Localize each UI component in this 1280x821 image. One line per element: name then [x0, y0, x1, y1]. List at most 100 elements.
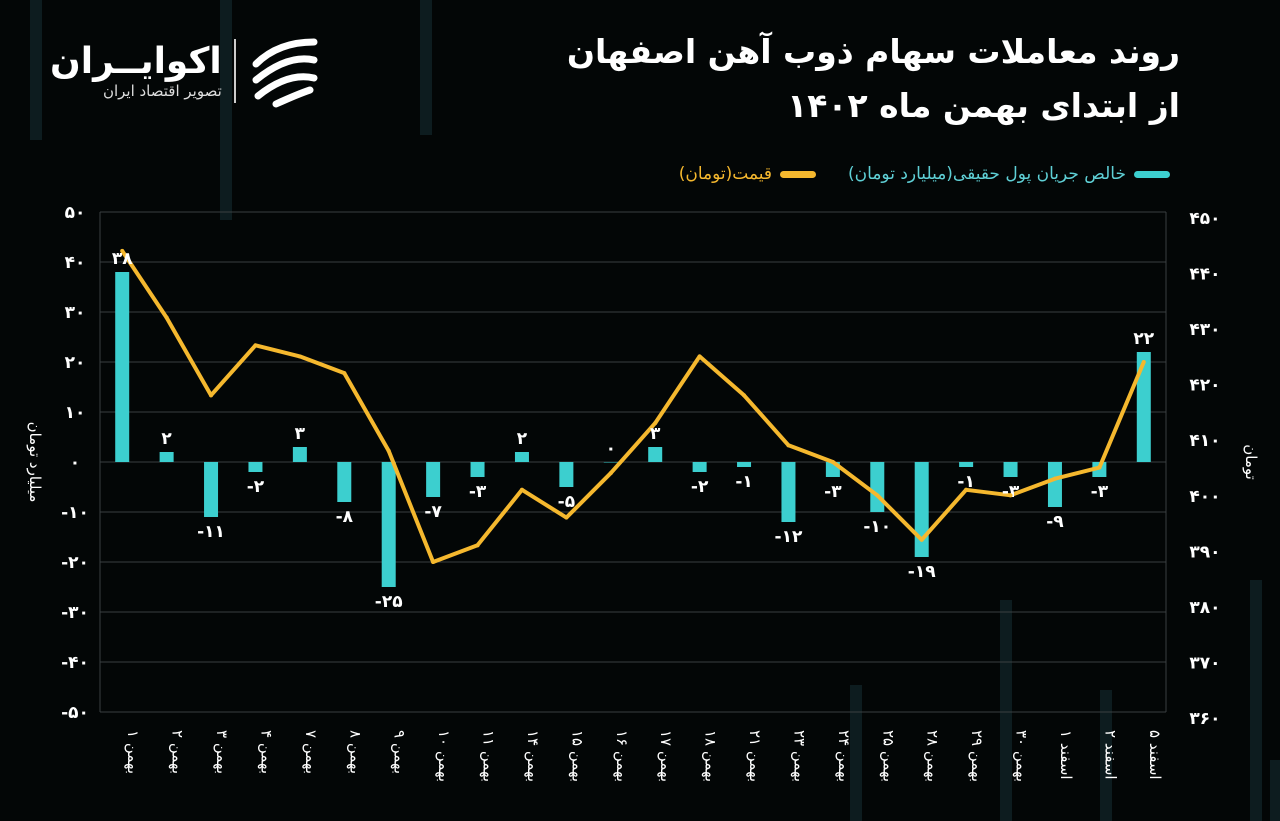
price-point: [431, 560, 436, 564]
right-tick-label: ۴۲۰: [1189, 376, 1220, 396]
price-point: [209, 393, 214, 398]
bar: [115, 272, 130, 462]
bar-data-label: ۲: [517, 429, 528, 449]
price-point: [653, 421, 658, 426]
x-tick-label: ۲۴ بهمن: [835, 730, 853, 782]
price-point: [742, 393, 747, 398]
left-axis-label: میلیارد تومان: [26, 422, 44, 503]
bar: [959, 462, 974, 467]
x-tick-label: ۱۷ بهمن: [657, 730, 675, 782]
bar-data-label: -۱۱: [197, 522, 225, 542]
x-tick-label: ۱۶ بهمن: [613, 730, 631, 782]
logo-mark-icon: [252, 38, 318, 108]
price-point: [297, 354, 302, 359]
x-tick-label: ۲۳ بهمن: [790, 730, 808, 782]
x-tick-label: ۱ اسفند: [1057, 730, 1075, 780]
left-tick-label: ۵۰: [65, 203, 86, 223]
bar-data-label: -۱۲: [775, 527, 803, 547]
bar: [603, 462, 618, 463]
x-tick-label: ۲ بهمن: [169, 730, 187, 774]
bar: [204, 462, 219, 517]
bar-data-label: -۹: [1046, 512, 1064, 532]
left-tick-label: -۳۰: [61, 603, 89, 623]
bar: [248, 462, 263, 472]
bar: [870, 462, 885, 512]
legend-item-price: قیمت(تومان): [678, 164, 817, 184]
background-decor-bar: [850, 685, 862, 821]
left-tick-label: -۲۰: [61, 553, 89, 573]
bar: [914, 462, 929, 557]
logo-name: اکوایــران: [50, 41, 222, 82]
bar: [559, 462, 574, 487]
x-tick-label: ۹ بهمن: [391, 730, 409, 774]
bar-data-label: -۱۹: [908, 562, 936, 582]
logo-divider: [233, 39, 236, 103]
x-tick-label: ۲۱ بهمن: [746, 730, 764, 782]
right-axis-label: تومان: [1242, 444, 1260, 480]
price-point: [120, 248, 125, 253]
background-decor-bar: [1000, 600, 1012, 821]
x-tick-label: ۵ اسفند: [1146, 730, 1164, 780]
x-tick-label: ۳ بهمن: [213, 730, 231, 774]
background-decor-bar: [220, 0, 232, 220]
axis-ticks: ۵۰۴۰۳۰۲۰۱۰۰-۱۰-۲۰-۳۰-۴۰-۵۰۴۵۰۴۴۰۴۳۰۴۲۰۴۱…: [61, 203, 1220, 782]
chart-title: روند معاملات سهام ذوب آهن اصفهان: [566, 32, 1180, 71]
x-tick-label: ۴ بهمن: [257, 730, 275, 774]
background-decor-bar: [1270, 760, 1280, 821]
background-decor-bar: [1100, 690, 1112, 821]
legend-swatch-flow: [1134, 170, 1170, 178]
bar-data-label: ۲: [161, 429, 172, 449]
price-point: [875, 493, 880, 498]
price-point: [697, 354, 702, 359]
bar: [470, 462, 485, 477]
bar: [692, 462, 707, 472]
right-tick-label: ۳۸۰: [1189, 598, 1220, 618]
bar-data-label: -۳: [1002, 482, 1020, 502]
bar-data-label: ۲۲: [1133, 329, 1154, 349]
price-point: [1052, 476, 1057, 481]
x-tick-label: ۲۵ بهمن: [879, 730, 897, 782]
price-point: [1008, 493, 1013, 498]
x-tick-label: ۱۰ بهمن: [435, 730, 453, 782]
x-tick-label: ۲۹ بهمن: [968, 730, 986, 782]
bar: [292, 447, 307, 462]
x-tick-label: ۱۴ بهمن: [524, 730, 542, 782]
x-tick-label: ۱۵ بهمن: [568, 730, 586, 782]
bar: [781, 462, 796, 522]
legend-swatch-price: [780, 170, 817, 178]
bar: [426, 462, 441, 497]
bar-data-label: -۳: [824, 482, 842, 502]
left-tick-label: -۴۰: [61, 653, 89, 673]
price-point: [386, 448, 391, 453]
x-tick-label: ۱ بهمن: [124, 730, 142, 774]
legend-label-flow: خالص جریان پول حقیقی(میلیارد تومان): [848, 164, 1126, 184]
bar: [648, 447, 663, 462]
price-point: [164, 315, 169, 320]
left-tick-label: ۳۰: [65, 303, 86, 323]
bar-data-label: -۱: [735, 472, 752, 492]
bar-data-label: -۱۰: [863, 517, 891, 537]
price-point: [342, 371, 347, 376]
bar-data-label: ۰: [606, 439, 616, 459]
bar-data-label: ۳: [650, 424, 661, 444]
left-tick-label: ۴۰: [65, 253, 86, 273]
x-tick-label: ۳۰ بهمن: [1013, 730, 1031, 782]
bar-data-label: -۲: [691, 477, 709, 497]
price-line: [120, 249, 1146, 564]
right-tick-label: ۴۰۰: [1189, 487, 1220, 507]
logo-subtitle: تصویر اقتصاد ایران: [102, 82, 222, 100]
left-tick-label: -۱۰: [61, 503, 89, 523]
x-tick-label: ۲۸ بهمن: [924, 730, 942, 782]
x-tick-label: ۱۸ بهمن: [702, 730, 720, 782]
x-tick-label: ۷ بهمن: [302, 730, 320, 774]
price-point: [475, 543, 480, 548]
bar-data-label: -۲: [247, 477, 265, 497]
bar: [514, 452, 529, 462]
bar: [337, 462, 352, 502]
bar-data-label: -۲۵: [375, 592, 403, 612]
right-tick-label: ۴۱۰: [1189, 431, 1220, 451]
legend-label-price: قیمت(تومان): [678, 164, 773, 184]
legend: خالص جریان پول حقیقی(میلیارد تومان) قیمت…: [679, 164, 1170, 184]
price-point: [1097, 465, 1102, 470]
price-point: [253, 343, 258, 348]
